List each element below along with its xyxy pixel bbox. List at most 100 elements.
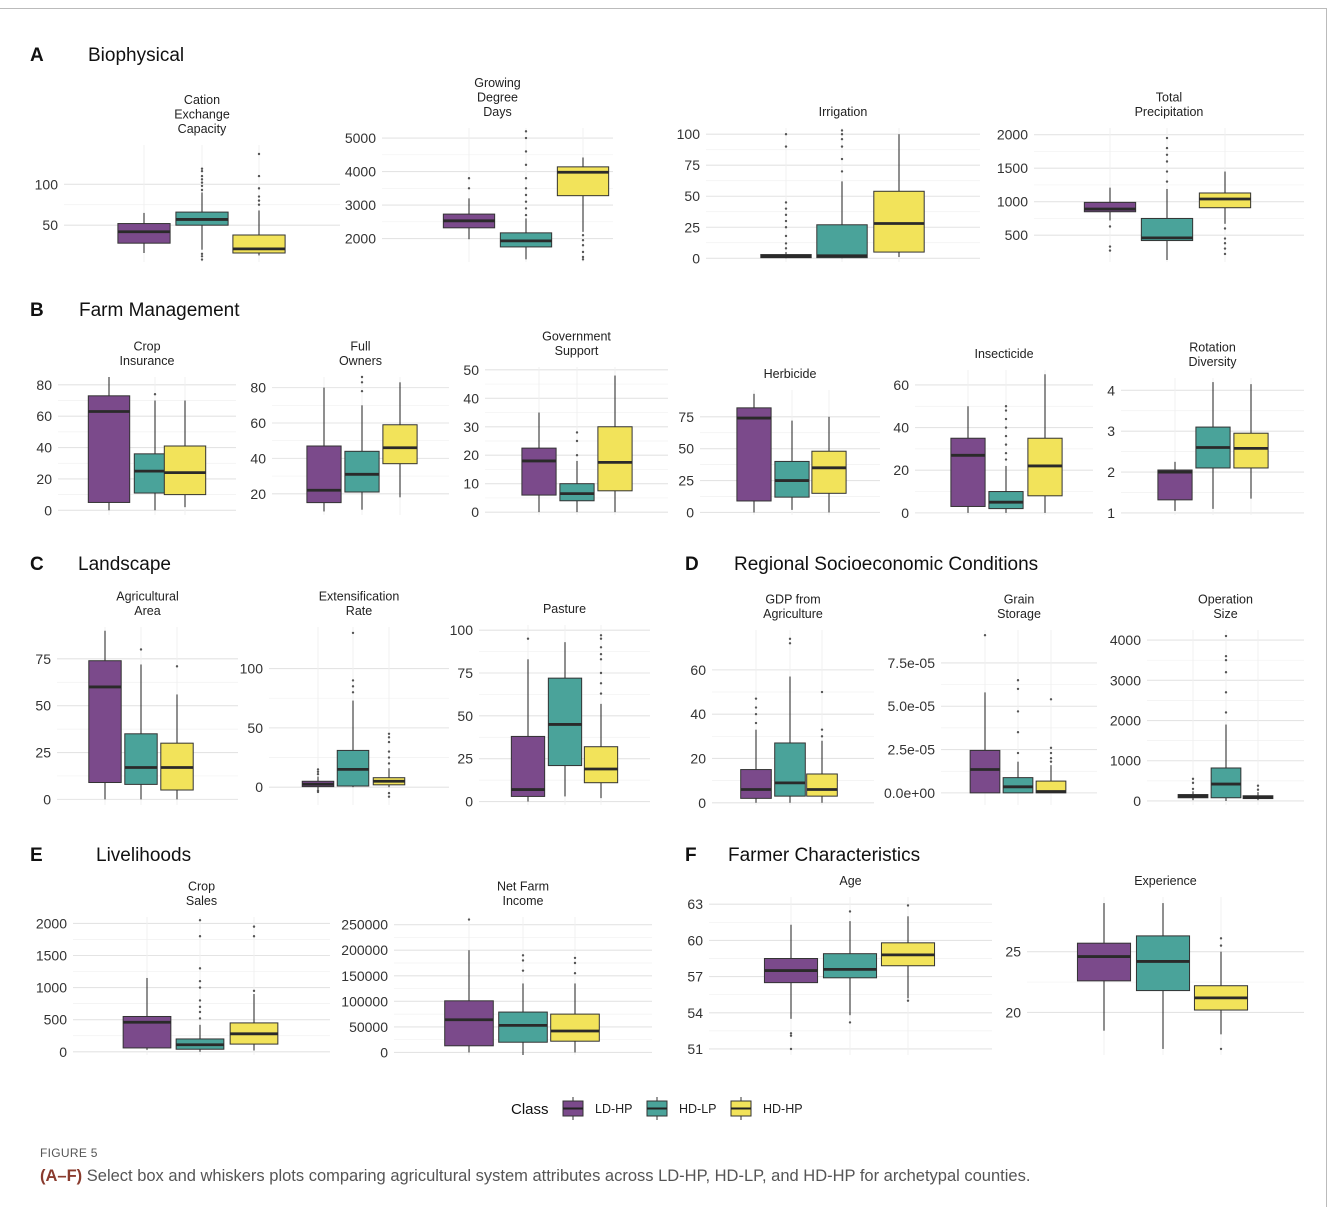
iqr-box: [521, 447, 557, 496]
outlier-point: [387, 736, 391, 739]
panel-title: Area: [134, 604, 160, 618]
y-tick-label: 60: [250, 415, 266, 431]
outlier-point: [906, 904, 910, 907]
outlier-point: [1256, 784, 1260, 787]
y-tick-label: 80: [250, 380, 266, 396]
outlier-point: [581, 255, 585, 259]
y-tick-label: 60: [690, 662, 706, 678]
y-tick-label: 75: [35, 651, 51, 667]
section-letter-f: F: [685, 845, 697, 866]
section-letter-e: E: [30, 845, 43, 866]
y-tick-label: 250000: [341, 917, 388, 933]
outlier-point: [599, 671, 603, 675]
outlier-point: [1219, 937, 1223, 940]
outlier-point: [1223, 227, 1227, 230]
y-tick-label: 3: [1107, 423, 1115, 439]
box-hd-hp: [597, 375, 633, 513]
y-tick-label: 5000: [345, 130, 376, 146]
outlier-point: [784, 207, 788, 210]
y-tick-label: 60: [36, 408, 52, 424]
panel-title: Capacity: [178, 122, 227, 136]
outlier-point: [351, 631, 355, 635]
y-tick-label: 51: [687, 1041, 703, 1057]
figure-label: FIGURE 5: [40, 1146, 98, 1160]
box-hd-hp: [1035, 698, 1067, 794]
outlier-point: [198, 935, 202, 938]
y-tick-label: 7.5e-05: [888, 655, 936, 671]
panel-title: Insecticide: [974, 347, 1033, 361]
outlier-point: [1165, 136, 1169, 140]
y-tick-label: 60: [893, 377, 909, 393]
y-tick-label: 4: [1107, 382, 1115, 398]
box-hd-hp: [1233, 384, 1269, 499]
iqr-box: [510, 735, 546, 797]
y-tick-label: 4000: [1110, 632, 1141, 648]
panel-title: Days: [483, 105, 511, 119]
outlier-point: [983, 633, 987, 637]
outlier-point: [1223, 242, 1227, 245]
y-tick-label: 25: [684, 219, 700, 235]
outlier-point: [387, 795, 391, 798]
panel-age: 51 54 57 60 63 Age: [687, 874, 992, 1057]
outlier-point: [200, 255, 204, 258]
y-tick-label: 50: [457, 708, 473, 724]
outlier-point: [1224, 691, 1228, 694]
y-tick-label: 25: [1005, 944, 1021, 960]
box-ld-hp: [88, 630, 122, 800]
y-tick-label: 500: [1005, 227, 1029, 243]
outlier-point: [784, 213, 788, 217]
outlier-point: [573, 961, 577, 965]
outlier-point: [1191, 777, 1195, 781]
y-tick-label: 0: [465, 794, 473, 810]
iqr-box: [811, 450, 847, 494]
outlier-point: [840, 137, 844, 141]
outlier-point: [1219, 1047, 1223, 1051]
outlier-point: [351, 685, 355, 688]
y-tick-label: 0: [1133, 793, 1141, 809]
iqr-box: [117, 223, 171, 244]
outlier-point: [1165, 160, 1169, 163]
outlier-point: [1016, 751, 1020, 755]
outlier-point: [198, 1017, 202, 1020]
iqr-box: [774, 742, 806, 797]
legend-title: Class: [511, 1101, 549, 1118]
iqr-box: [988, 491, 1024, 510]
panel-title: Income: [503, 894, 544, 908]
outlier-point: [1004, 426, 1008, 429]
box-hd-lp: [988, 405, 1024, 513]
panel-title: Rate: [346, 604, 372, 618]
y-tick-label: 60: [687, 932, 703, 948]
outlier-point: [351, 679, 355, 682]
outlier-point: [581, 234, 585, 237]
panel-title: Growing: [474, 76, 521, 90]
y-tick-label: 63: [687, 896, 703, 912]
box-hd-hp: [372, 732, 406, 798]
legend-label: LD-HP: [595, 1102, 633, 1116]
iqr-box: [740, 769, 772, 799]
box-hd-lp: [1210, 634, 1242, 801]
outlier-point: [789, 1034, 793, 1037]
y-tick-label: 50: [684, 188, 700, 204]
outlier-point: [175, 665, 179, 668]
outlier-point: [581, 244, 585, 247]
iqr-box: [163, 445, 207, 496]
box-hd-lp: [774, 420, 810, 510]
outlier-point: [387, 750, 391, 753]
outlier-point: [153, 393, 157, 396]
box-hd-hp: [880, 904, 936, 1002]
outlier-point: [200, 174, 204, 178]
box-hd-hp: [806, 690, 838, 803]
box-ld-hp: [442, 177, 496, 240]
panel-experience: 20 25 Experience: [1005, 874, 1304, 1055]
section-letter-d: D: [685, 554, 699, 575]
y-tick-label: 10: [463, 476, 479, 492]
box-ld-hp: [969, 633, 1001, 794]
box-hd-hp: [1242, 784, 1274, 801]
y-tick-label: 200000: [341, 942, 388, 958]
outlier-point: [524, 177, 528, 180]
y-tick-label: 5.0e-05: [888, 698, 936, 714]
outlier-point: [581, 239, 585, 242]
outlier-point: [1165, 146, 1169, 150]
section-title-a: Biophysical: [88, 45, 184, 66]
